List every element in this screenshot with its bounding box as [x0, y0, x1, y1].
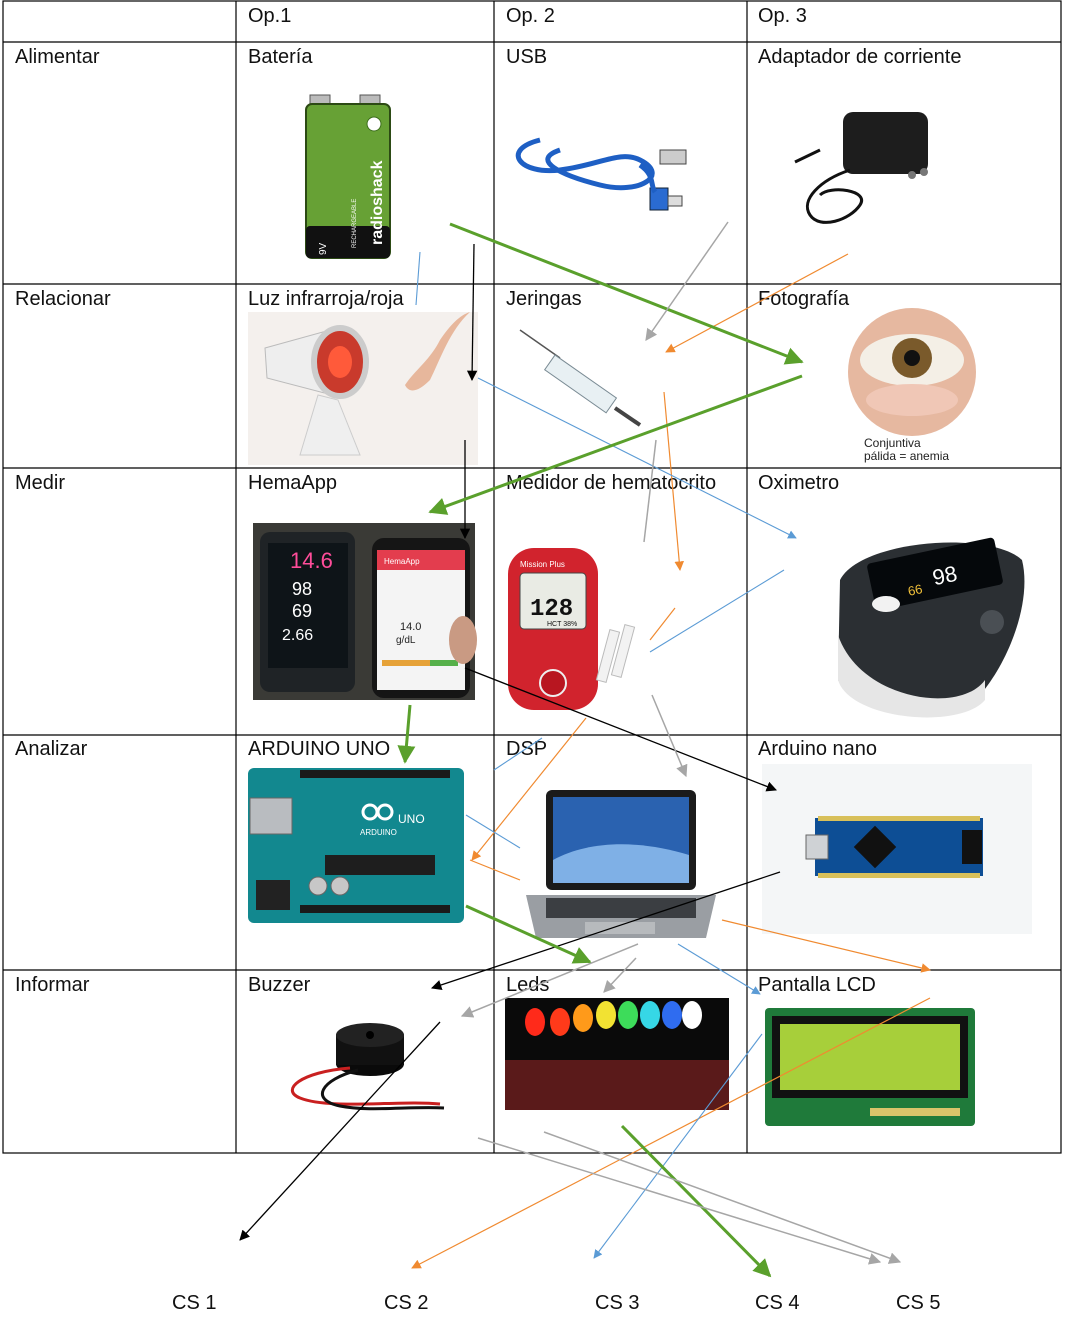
row-label-analizar: Analizar	[15, 738, 88, 760]
hemaapp-value-1: 14.6	[290, 548, 333, 573]
cell-luz-infrarroja: Luz infrarroja/roja	[248, 288, 405, 310]
cs-label-4: CS 4	[755, 1292, 799, 1314]
cell-medidor-hematocrito: Medidor de hematocrito	[506, 472, 716, 494]
eye-photo-image: Conjuntiva pálida = anemia	[848, 308, 976, 463]
cell-arduino-nano: Arduino nano	[758, 738, 877, 760]
table-grid	[2, 0, 1062, 1154]
cell-oximetro: Oximetro	[758, 472, 839, 494]
cs-label-3: CS 3	[595, 1292, 639, 1314]
cell-arduino-uno: ARDUINO UNO	[248, 738, 390, 760]
infrared-lamp-image	[248, 312, 478, 465]
cs-label-1: CS 1	[172, 1292, 216, 1314]
hemaapp-phone-unit: g/dL	[396, 635, 416, 646]
cell-buzzer: Buzzer	[248, 974, 311, 996]
syringe-image	[519, 329, 642, 427]
buzzer-image	[291, 1023, 445, 1111]
oximeter-image: 98 66	[838, 537, 1025, 718]
cell-pantalla-lcd: Pantalla LCD	[758, 974, 876, 996]
row-label-informar: Informar	[15, 974, 90, 996]
oximeter-pulse: 66	[906, 581, 923, 599]
cs-label-5: CS 5	[896, 1292, 940, 1314]
cs2-path	[411, 253, 931, 1269]
header-op1: Op.1	[248, 5, 291, 27]
oximeter-spo2: 98	[930, 561, 959, 591]
cell-usb: USB	[506, 46, 547, 68]
cs3-path	[415, 251, 797, 1259]
hemaapp-value-2: 98	[292, 579, 312, 599]
arduino-uno-image: UNO ARDUINO	[248, 768, 464, 923]
hemaapp-app-name: HemaApp	[384, 557, 420, 566]
cs1-path	[239, 243, 781, 1241]
row-label-medir: Medir	[15, 472, 65, 494]
row-label-alimentar: Alimentar	[15, 46, 100, 68]
lcd-image	[765, 1008, 975, 1126]
hemaapp-value-3: 69	[292, 601, 312, 621]
hematocrit-brand: Mission Plus	[520, 560, 565, 569]
eye-caption-2: pálida = anemia	[864, 449, 949, 463]
cs-label-2: CS 2	[384, 1292, 428, 1314]
battery-label-text: RECHARGEABLE	[352, 199, 358, 248]
cs5-path	[460, 221, 902, 1265]
hematocrit-reading: 128	[530, 596, 573, 623]
arduino-uno-label: UNO	[398, 812, 425, 826]
battery-image: radioshack 9V RECHARGEABLE	[305, 94, 391, 259]
cell-dsp: DSP	[506, 738, 547, 760]
power-adapter-image	[794, 112, 928, 224]
arduino-nano-image	[762, 764, 1032, 934]
cs4-path	[397, 222, 804, 1278]
cell-adaptador: Adaptador de corriente	[758, 46, 961, 68]
eye-caption-1: Conjuntiva	[864, 436, 921, 450]
laptop-image	[526, 790, 716, 938]
row-label-relacionar: Relacionar	[15, 288, 111, 310]
hemaapp-image: 14.6 98 69 2.66 HemaApp 14.0 g/dL	[253, 523, 477, 700]
battery-brand-text: radioshack	[369, 160, 386, 245]
hematocrit-unit: HCT 38%	[547, 621, 577, 628]
usb-cable-image	[515, 137, 687, 211]
cell-hemaapp: HemaApp	[248, 472, 337, 494]
header-op2: Op. 2	[506, 5, 555, 27]
hemaapp-value-4: 2.66	[282, 627, 313, 644]
hematocrit-meter-image: Mission Plus 128 HCT 38%	[508, 548, 636, 710]
cell-leds: Leds	[506, 974, 549, 996]
cell-fotografia: Fotografía	[758, 288, 850, 310]
arduino-uno-brand: ARDUINO	[360, 828, 397, 837]
hemaapp-phone-value: 14.0	[400, 621, 421, 633]
leds-image	[505, 998, 729, 1110]
battery-voltage-text: 9V	[318, 242, 329, 255]
cell-bateria: Batería	[248, 46, 313, 68]
cell-jeringas: Jeringas	[506, 288, 582, 310]
header-op3: Op. 3	[758, 5, 807, 27]
